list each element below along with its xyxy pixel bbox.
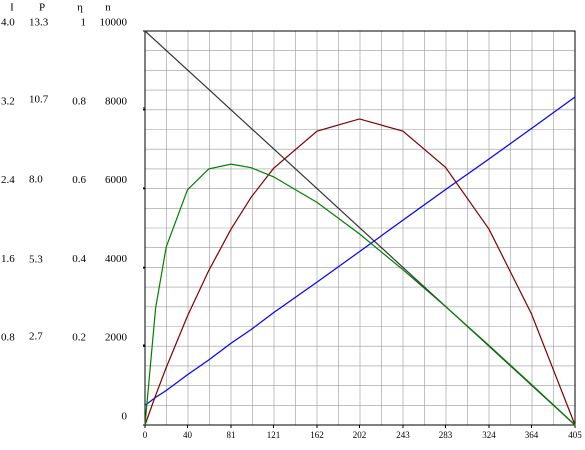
line-series — [144, 96, 576, 406]
y-tick-label: 0.6 — [72, 174, 86, 186]
y-tick-label: 4.0 — [1, 17, 15, 29]
axis-label: P — [39, 2, 45, 14]
y-tick-label: 8000 — [105, 95, 128, 107]
axis-label: I — [10, 2, 14, 14]
x-tick-label: 202 — [353, 430, 367, 440]
x-tick-label: 283 — [439, 430, 453, 440]
x-tick-label: 364 — [525, 430, 539, 440]
y-tick-label: 2.7 — [29, 331, 43, 343]
y-tick-label: 8.0 — [29, 174, 43, 186]
x-tick-label: 324 — [482, 430, 496, 440]
axis-label: η — [77, 2, 83, 14]
y-tick-label: 2.4 — [1, 174, 15, 186]
y-tick-label: 0.8 — [72, 95, 86, 107]
y-tick-label: 13.3 — [29, 17, 49, 29]
axis-label: n — [105, 2, 111, 14]
y-tick-label: 5.3 — [29, 254, 43, 266]
y-tick-label: 0 — [122, 411, 128, 423]
y-tick-label: 0.8 — [1, 332, 15, 344]
y-tick-label: 6000 — [105, 174, 128, 186]
y-tick-label: 0.2 — [72, 332, 86, 344]
y-tick-label: 10000 — [100, 17, 128, 29]
y-tick-label: 2000 — [105, 332, 128, 344]
x-tick-label: 405 — [568, 430, 582, 440]
plot-frame — [144, 30, 576, 426]
y-tick-label: 0.4 — [72, 253, 86, 265]
y-tick-label: 1.6 — [1, 253, 15, 265]
x-tick-label: 162 — [310, 430, 324, 440]
y-tick-label: 3.2 — [1, 95, 15, 107]
y-tick-label: 1 — [81, 17, 87, 29]
line-series — [144, 163, 576, 426]
x-tick-label: 243 — [396, 430, 410, 440]
line-series — [144, 118, 576, 426]
x-tick-label: 0 — [143, 430, 148, 440]
y-tick-label: 10.7 — [29, 94, 49, 106]
y-tick-label: 4000 — [105, 253, 128, 265]
x-tick-label: 81 — [227, 430, 236, 440]
x-tick-label: 40 — [183, 430, 193, 440]
x-tick-label: 121 — [267, 430, 281, 440]
